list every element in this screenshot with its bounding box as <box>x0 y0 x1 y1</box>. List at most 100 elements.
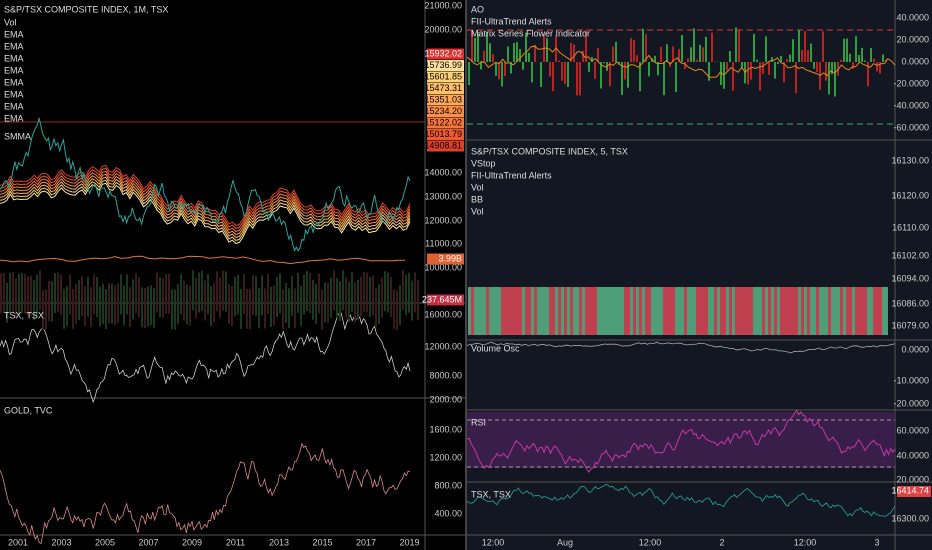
volume-block <box>777 287 780 335</box>
volume-bar <box>216 271 218 312</box>
volume-block <box>633 287 636 335</box>
ao-bar <box>573 44 575 62</box>
ao-bar <box>780 55 782 62</box>
volume-block <box>513 287 516 335</box>
volume-bar <box>357 279 359 320</box>
ao-bar <box>648 62 650 77</box>
ao-bar <box>522 62 524 70</box>
volume-block <box>543 287 546 335</box>
ao-bar <box>483 50 485 62</box>
rsi-band <box>467 412 895 468</box>
y-tick-label: 16120.00 <box>891 190 929 200</box>
volume-bar <box>84 286 86 327</box>
ao-bar <box>852 62 854 69</box>
volume-bar <box>384 271 386 312</box>
y-tick-label: 16079.00 <box>891 320 929 330</box>
volume-block <box>612 287 615 335</box>
x-tick-label: 2 <box>719 537 724 547</box>
volume-block <box>603 287 606 335</box>
volume-bar <box>6 282 8 323</box>
volume-block <box>711 287 714 335</box>
volume-bar <box>9 272 11 313</box>
rsi-levels <box>467 419 895 468</box>
ao-bar <box>849 53 851 62</box>
ao-bar <box>789 54 791 62</box>
y-tick-label: 11000.00 <box>425 238 462 248</box>
volume-block <box>684 287 687 335</box>
ao-bar <box>828 62 830 95</box>
volume-block <box>669 287 672 335</box>
volume-block <box>630 287 633 335</box>
volume-osc-line <box>466 341 896 354</box>
volume-bar <box>192 270 194 311</box>
volume-bar <box>396 289 398 330</box>
ao-bar <box>786 58 788 62</box>
ao-bar <box>813 62 815 69</box>
ao-bar <box>495 62 497 76</box>
ao-bar <box>684 62 686 70</box>
volume-block <box>816 287 819 335</box>
ao-bar <box>750 62 752 80</box>
volume-bar <box>342 270 344 311</box>
volume-bar <box>201 270 203 311</box>
ao-bar <box>804 31 806 62</box>
x-tick-label: 2007 <box>138 537 158 547</box>
ao-bar <box>576 62 578 96</box>
volume-bar <box>243 273 245 314</box>
volume-block <box>768 287 771 335</box>
ema-ribbon <box>0 164 411 226</box>
volume-bar <box>189 285 191 326</box>
volume-bar <box>69 274 71 315</box>
volume-block <box>501 287 504 335</box>
ao-bar <box>867 62 869 87</box>
y-tick-label: 1200.00 <box>429 452 462 462</box>
volume-bar <box>123 285 125 326</box>
ao-bar <box>882 54 884 62</box>
volume-bar <box>282 289 284 330</box>
volume-bar <box>72 288 74 329</box>
volume-bar <box>372 275 374 316</box>
ao-bar <box>825 62 827 81</box>
volume-bar <box>57 272 59 313</box>
ao-bar <box>609 62 611 87</box>
ao-bar <box>729 50 731 62</box>
ao-bar <box>696 59 698 62</box>
ao-bar <box>594 62 596 79</box>
indicator-label: FII-UltraTrend Alerts <box>471 16 552 26</box>
y-tick-label: 0.0000 <box>901 56 929 66</box>
volume-block <box>687 287 690 335</box>
ao-bar <box>876 62 878 72</box>
volume-bar <box>117 283 119 324</box>
ema-ribbon <box>0 179 411 241</box>
ao-bar <box>597 47 599 62</box>
indicator-label: Matrix Series Flower Indicator <box>471 28 590 38</box>
ao-bar <box>486 32 488 62</box>
volume-block <box>474 287 477 335</box>
volume-bar <box>21 272 23 313</box>
x-tick-label: Aug <box>557 537 573 547</box>
ao-bar <box>501 62 503 87</box>
volume-bar <box>324 282 326 323</box>
ao-bar <box>822 31 824 62</box>
indicator-label: Vol <box>4 17 17 27</box>
volume-block <box>675 287 678 335</box>
volume-bar <box>258 288 260 329</box>
volume-bar <box>204 280 206 321</box>
indicator-label: EMA <box>4 29 24 39</box>
ao-bar <box>489 43 491 62</box>
ao-bar <box>600 62 602 89</box>
volume-block <box>786 287 789 335</box>
volume-block <box>573 287 576 335</box>
volume-block <box>855 287 858 335</box>
ao-bar <box>687 58 689 62</box>
volume-block <box>642 287 645 335</box>
volume-bar <box>234 276 236 317</box>
volume-block <box>849 287 852 335</box>
volume-block <box>864 287 867 335</box>
volume-bar <box>261 275 263 316</box>
volume-block <box>819 287 822 335</box>
volume-block <box>717 287 720 335</box>
volume-bar <box>186 284 188 325</box>
ao-bar <box>519 49 521 62</box>
